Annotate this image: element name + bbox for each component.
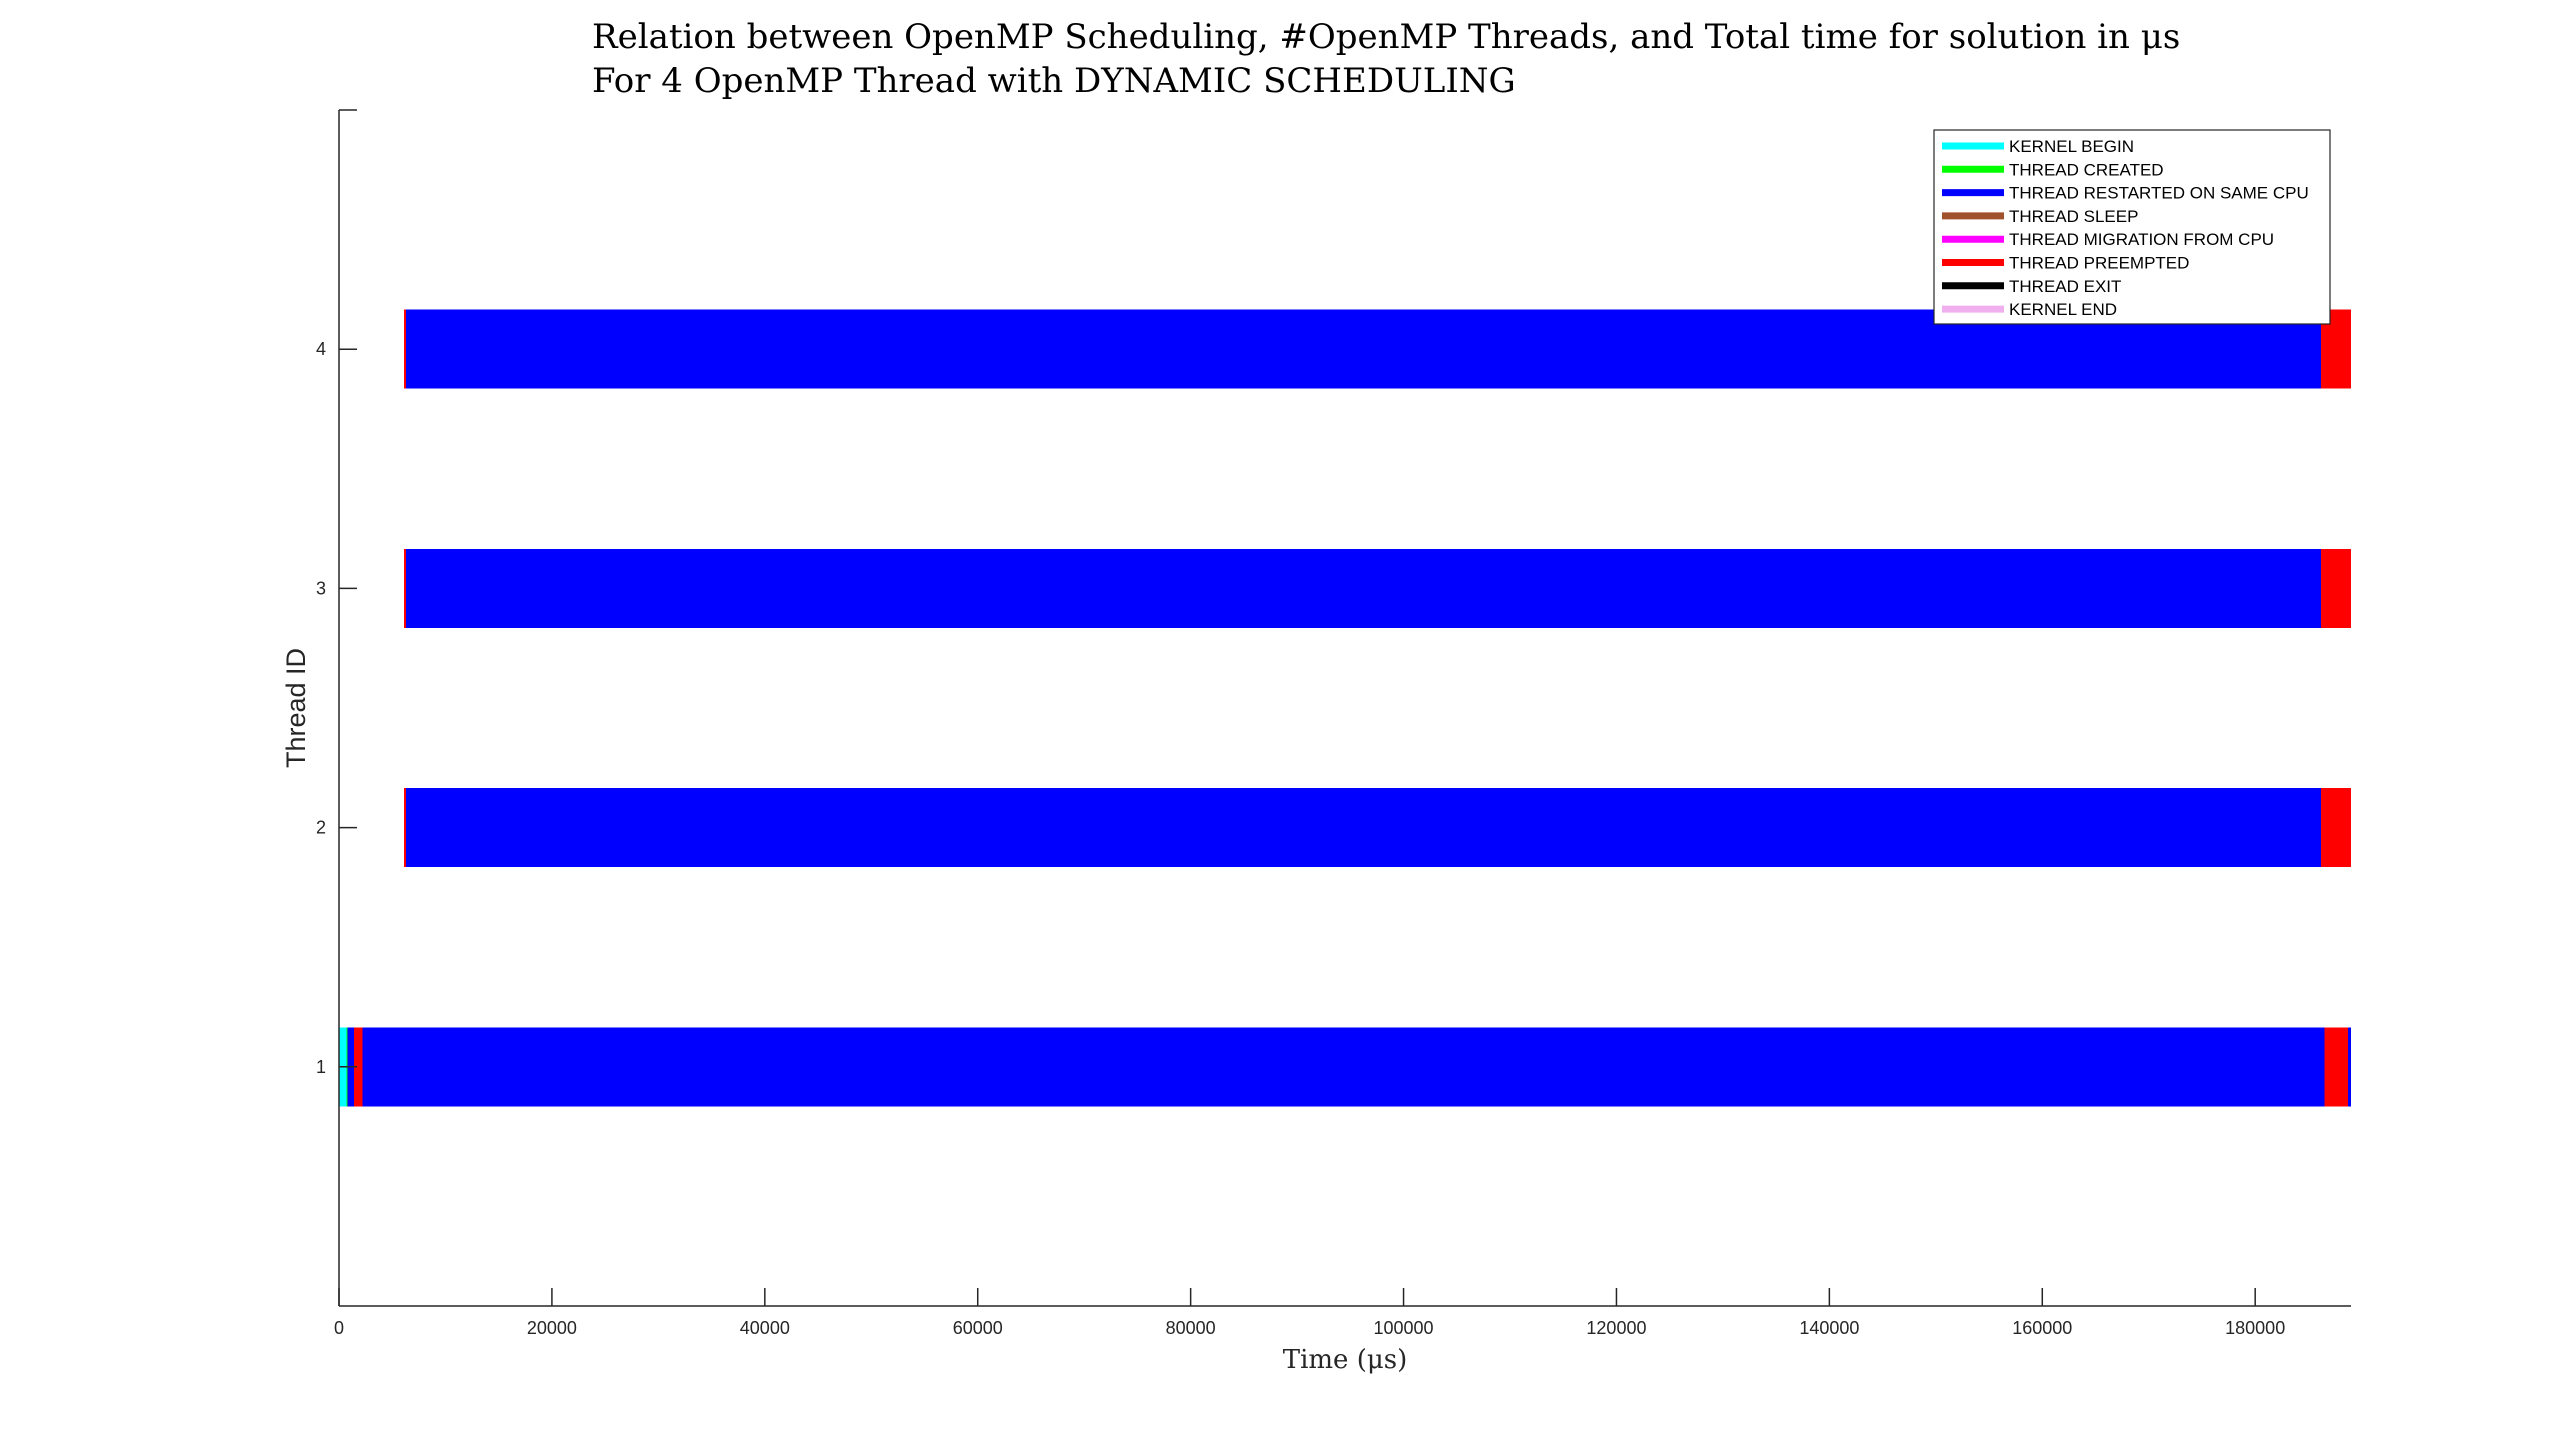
y-ticks: 1 2 3 4 [316,339,357,1077]
thread-3-segment-0 [403,548,407,628]
legend-item: THREAD EXIT [1942,277,2121,296]
x-tick-label: 140000 [1799,1318,1859,1338]
thread-1-bar [339,1027,2351,1107]
x-tick-label: 120000 [1586,1318,1646,1338]
thread-2-segment-0 [403,788,407,868]
thread-1-segment-3 [353,1027,363,1107]
legend-label: THREAD MIGRATION FROM CPU [2009,230,2274,249]
legend-label: THREAD PREEMPTED [2009,254,2189,273]
x-tick-label: 20000 [527,1318,577,1338]
thread-2-segment-2 [2321,788,2351,868]
thread-2-segment-1 [406,788,2322,868]
axes [338,109,2351,1307]
legend: KERNEL BEGIN THREAD CREATED THREAD RESTART… [1933,129,2331,325]
legend-label: THREAD EXIT [2009,277,2121,296]
thread-3-bar [403,548,2351,628]
chart-title-line-2: For 4 OpenMP Thread with DYNAMIC SCHEDUL… [592,61,1516,101]
legend-item: THREAD MIGRATION FROM CPU [1942,230,2274,249]
x-tick-label: 0 [334,1318,344,1338]
x-tick-label: 180000 [2225,1318,2285,1338]
legend-item: KERNEL END [1942,300,2117,319]
thread-1-segment-6 [2347,1027,2351,1107]
x-tick-label: 60000 [953,1318,1003,1338]
plot-area [339,309,2351,1107]
legend-item: THREAD CREATED [1942,160,2164,179]
thread-4-segment-0 [403,309,407,389]
legend-item: KERNEL BEGIN [1942,137,2134,156]
x-axis-label: Time (μs) [1283,1345,1408,1375]
legend-label: THREAD RESTARTED ON SAME CPU [2009,184,2309,203]
thread-2-bar [403,788,2351,868]
x-tick-label: 80000 [1166,1318,1216,1338]
thread-3-segment-2 [2321,548,2351,628]
chart-title-line-1: Relation between OpenMP Scheduling, #Ope… [592,17,2180,57]
legend-label: THREAD CREATED [2009,160,2164,179]
legend-label: KERNEL END [2009,300,2117,319]
y-tick-label: 4 [316,339,326,359]
x-tick-label: 100000 [1374,1318,1434,1338]
legend-box [1933,129,2331,325]
thread-3-segment-1 [406,548,2322,628]
legend-label: THREAD SLEEP [2009,207,2138,226]
legend-item: THREAD RESTARTED ON SAME CPU [1942,184,2309,203]
x-tick-label: 40000 [740,1318,790,1338]
thread-1-segment-5 [2324,1027,2348,1107]
legend-item: THREAD PREEMPTED [1942,254,2189,273]
y-tick-label: 2 [316,818,326,838]
x-ticks: 0 20000 40000 60000 80000 100000 120000 140000 1… [334,1288,2285,1338]
x-tick-label: 160000 [2012,1318,2072,1338]
legend-item: THREAD SLEEP [1942,207,2138,226]
thread-1-segment-4 [362,1027,2325,1107]
y-axis-label: Thread ID [281,648,311,768]
y-tick-label: 1 [316,1057,326,1077]
y-tick-label: 3 [316,578,326,598]
legend-label: KERNEL BEGIN [2009,137,2134,156]
